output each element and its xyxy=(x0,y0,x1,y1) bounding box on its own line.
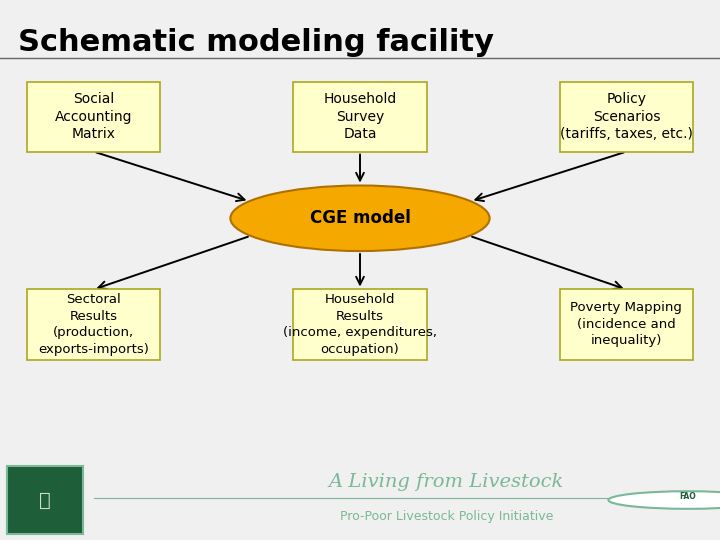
FancyBboxPatch shape xyxy=(560,82,693,152)
Text: FAO: FAO xyxy=(679,491,696,501)
Text: Social
Accounting
Matrix: Social Accounting Matrix xyxy=(55,92,132,141)
FancyBboxPatch shape xyxy=(27,82,160,152)
FancyBboxPatch shape xyxy=(27,289,160,360)
FancyBboxPatch shape xyxy=(294,82,426,152)
Circle shape xyxy=(608,491,720,509)
Text: Pro-Poor Livestock Policy Initiative: Pro-Poor Livestock Policy Initiative xyxy=(340,510,553,523)
Text: Poverty Mapping
(incidence and
inequality): Poverty Mapping (incidence and inequalit… xyxy=(570,301,683,347)
Ellipse shape xyxy=(230,186,490,251)
Text: Schematic modeling facility: Schematic modeling facility xyxy=(18,29,494,57)
Text: Household
Results
(income, expenditures,
occupation): Household Results (income, expenditures,… xyxy=(283,293,437,356)
Text: Sectoral
Results
(production,
exports-imports): Sectoral Results (production, exports-im… xyxy=(38,293,149,356)
Text: Household
Survey
Data: Household Survey Data xyxy=(323,92,397,141)
FancyBboxPatch shape xyxy=(294,289,426,360)
Text: A Living from Livestock: A Living from Livestock xyxy=(329,472,564,491)
Text: CGE model: CGE model xyxy=(310,210,410,227)
FancyBboxPatch shape xyxy=(7,467,83,534)
FancyBboxPatch shape xyxy=(560,289,693,360)
Text: Policy
Scenarios
(tariffs, taxes, etc.): Policy Scenarios (tariffs, taxes, etc.) xyxy=(560,92,693,141)
Text: 🐐: 🐐 xyxy=(40,490,51,510)
